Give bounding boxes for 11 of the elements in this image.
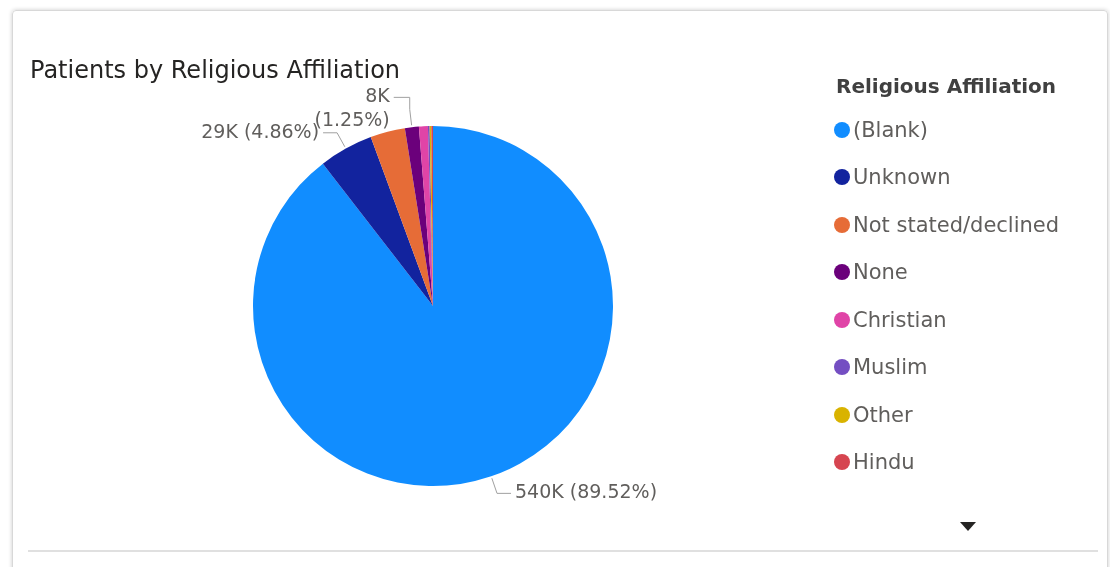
legend-label: Muslim: [853, 355, 928, 380]
legend-label: Hindu: [853, 450, 915, 475]
legend-title: Religious Affiliation: [836, 74, 1058, 98]
chart-title: Patients by Religious Affiliation: [30, 56, 401, 84]
data-label: 540K (89.52%): [515, 480, 658, 503]
legend-label: (Blank): [853, 117, 928, 142]
legend-label: Other: [853, 402, 913, 427]
legend-label: Not stated/declined: [853, 212, 1060, 237]
legend-label: None: [853, 260, 908, 285]
legend-label: Christian: [853, 307, 947, 332]
legend-label: Unknown: [853, 165, 951, 190]
